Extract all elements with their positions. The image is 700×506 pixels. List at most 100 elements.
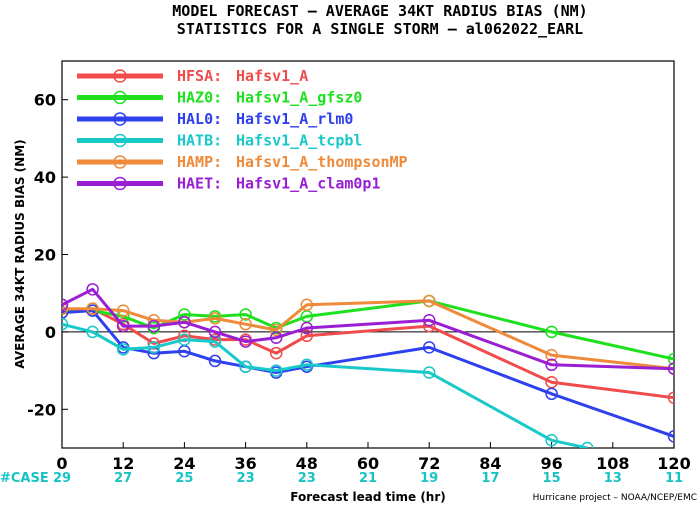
- data-point: [62, 302, 69, 315]
- legend: HFSA: Hafsv1_A HAZ0: Hafsv1_A_gfsz0 HAL0: Haf…: [77, 67, 408, 193]
- legend-swatch-marker: [113, 176, 127, 191]
- data-point: [300, 358, 314, 372]
- legend-item: HFSA: Hafsv1_A: [77, 67, 308, 85]
- data-point: [545, 325, 558, 339]
- legend-model-desc: Hafsv1_A_rlm0: [236, 110, 353, 128]
- data-point: [239, 360, 252, 373]
- data-point: [581, 441, 594, 448]
- legend-swatch-marker: [113, 90, 127, 105]
- x-tick-label: 120: [657, 454, 690, 473]
- series-line: [62, 322, 588, 448]
- data-point: [422, 366, 436, 379]
- legend-model-code: HAZ0:: [177, 89, 222, 107]
- data-point: [545, 387, 558, 401]
- y-tick-label: 20: [34, 246, 56, 265]
- case-count: 15: [543, 471, 561, 486]
- data-point: [667, 430, 674, 443]
- legend-swatch-marker: [113, 69, 127, 83]
- data-point: [239, 317, 252, 331]
- data-point: [208, 312, 222, 325]
- legend-model-desc: Hafsv1_A_gfsz0: [236, 89, 362, 107]
- legend-item: HAET: Hafsv1_A_clam0p1: [77, 175, 381, 193]
- y-axis-label: AVERAGE 34KT RADIUS BIAS (NM): [13, 139, 27, 368]
- legend-model-code: HAET:: [177, 175, 222, 193]
- data-point: [62, 306, 69, 319]
- x-axis: 0 12 24 36 48 60 72 84 96 108 120: [56, 442, 691, 473]
- data-point: [269, 331, 283, 344]
- legend-item: HAL0: Hafsv1_A_rlm0: [77, 110, 353, 128]
- x-tick-label: 48: [296, 454, 318, 473]
- data-point: [86, 283, 99, 296]
- legend-model-desc: Hafsv1_A_thompsonMP: [236, 153, 408, 171]
- chart-subtitle: STATISTICS FOR A SINGLE STORM – al062022…: [177, 20, 583, 38]
- data-point: [147, 337, 161, 350]
- data-point: [208, 325, 222, 339]
- x-axis-label: Forecast lead time (hr): [290, 490, 446, 504]
- data-point: [147, 319, 161, 333]
- data-point: [62, 317, 69, 331]
- x-tick-label: 60: [357, 454, 379, 473]
- case-label: #CASE: [0, 471, 49, 486]
- legend-model-desc: Hafsv1_A: [236, 67, 308, 85]
- case-count: 25: [175, 471, 193, 486]
- series-line: [62, 309, 674, 438]
- legend-model-code: HFSA:: [177, 67, 222, 85]
- data-point: [239, 335, 252, 348]
- data-point: [86, 302, 99, 315]
- x-tick-label: 108: [596, 454, 629, 473]
- series-line: [62, 287, 674, 371]
- y-axis: -20 0 20 40 60: [27, 91, 68, 419]
- legend-swatch-marker: [113, 133, 127, 148]
- legend-model-code: HAMP:: [177, 153, 222, 171]
- data-point: [300, 321, 314, 335]
- data-point: [178, 315, 191, 329]
- legend-model-desc: Hafsv1_A_clam0p1: [236, 175, 381, 193]
- x-tick-label: 36: [234, 454, 256, 473]
- case-count: 23: [298, 471, 316, 486]
- x-tick-label: 72: [418, 454, 440, 473]
- case-counts: 29 27 25 23 23 21 19 17 15 13 11: [53, 471, 683, 486]
- y-tick-label: -20: [27, 400, 56, 419]
- legend-item: HAMP: Hafsv1_A_thompsonMP: [77, 153, 408, 171]
- case-count: 29: [53, 471, 71, 486]
- data-point: [62, 298, 69, 312]
- x-tick-label: 84: [479, 454, 501, 473]
- data-point: [178, 308, 191, 321]
- chart-title: MODEL FORECAST – AVERAGE 34KT RADIUS BIA…: [172, 2, 587, 20]
- series-haet: [62, 283, 674, 375]
- data-point: [667, 391, 674, 404]
- legend-model-code: HAL0:: [177, 110, 222, 128]
- data-point: [545, 348, 558, 362]
- data-point: [300, 298, 314, 312]
- legend-swatch-marker: [113, 155, 127, 169]
- x-tick-label: 12: [112, 454, 134, 473]
- data-point: [422, 341, 436, 354]
- case-count: 19: [420, 471, 438, 486]
- data-point: [667, 362, 674, 375]
- data-point: [147, 341, 161, 354]
- data-point: [178, 333, 191, 346]
- data-point: [86, 325, 99, 339]
- case-count: 23: [237, 471, 255, 486]
- legend-item: HAZ0: Hafsv1_A_gfsz0: [77, 89, 362, 107]
- x-tick-label: 96: [540, 454, 562, 473]
- case-count: 27: [114, 471, 132, 486]
- case-count: 21: [359, 471, 377, 486]
- legend-model-code: HATB:: [177, 132, 222, 150]
- y-tick-label: 40: [34, 168, 56, 187]
- data-point: [208, 335, 222, 348]
- legend-model-desc: Hafsv1_A_tcpbl: [236, 132, 362, 150]
- data-point: [667, 352, 674, 366]
- series-layer: [62, 283, 674, 448]
- data-point: [545, 358, 558, 372]
- data-point: [545, 434, 558, 447]
- data-point: [422, 314, 436, 327]
- data-point: [269, 364, 283, 377]
- x-tick-label: 0: [56, 454, 67, 473]
- data-point: [178, 329, 191, 343]
- series-hatb: [62, 317, 594, 448]
- data-point: [269, 346, 283, 360]
- data-point: [300, 329, 314, 343]
- data-point: [116, 343, 130, 356]
